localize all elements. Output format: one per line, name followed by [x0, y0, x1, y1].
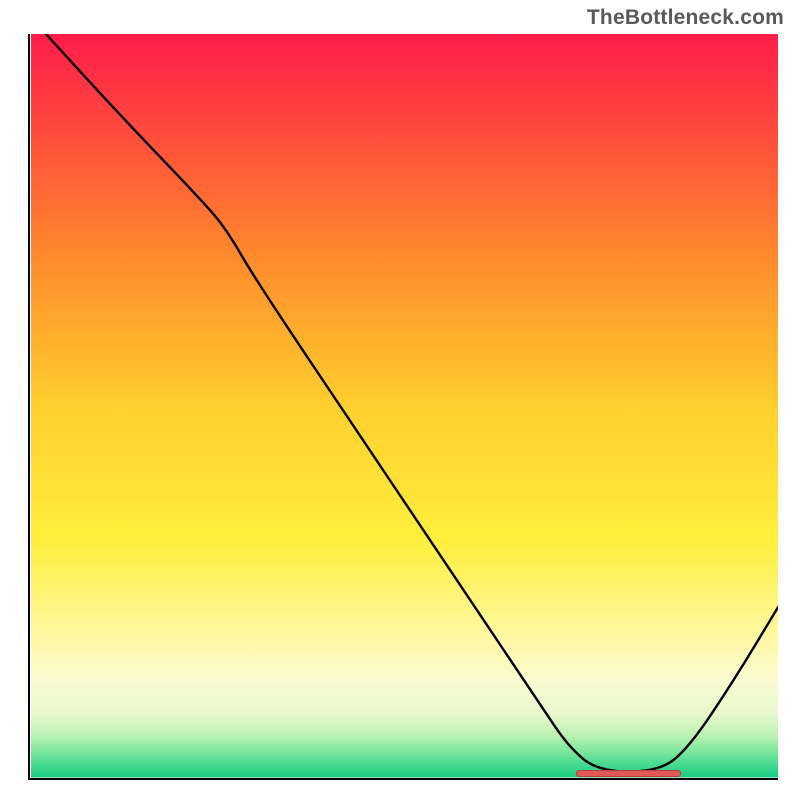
chart-container: TheBottleneck.com: [0, 0, 800, 800]
watermark-text: TheBottleneck.com: [587, 6, 784, 30]
optimal-range-marker: [576, 770, 681, 777]
plot-area: [31, 34, 779, 778]
performance-curve: [31, 34, 779, 778]
